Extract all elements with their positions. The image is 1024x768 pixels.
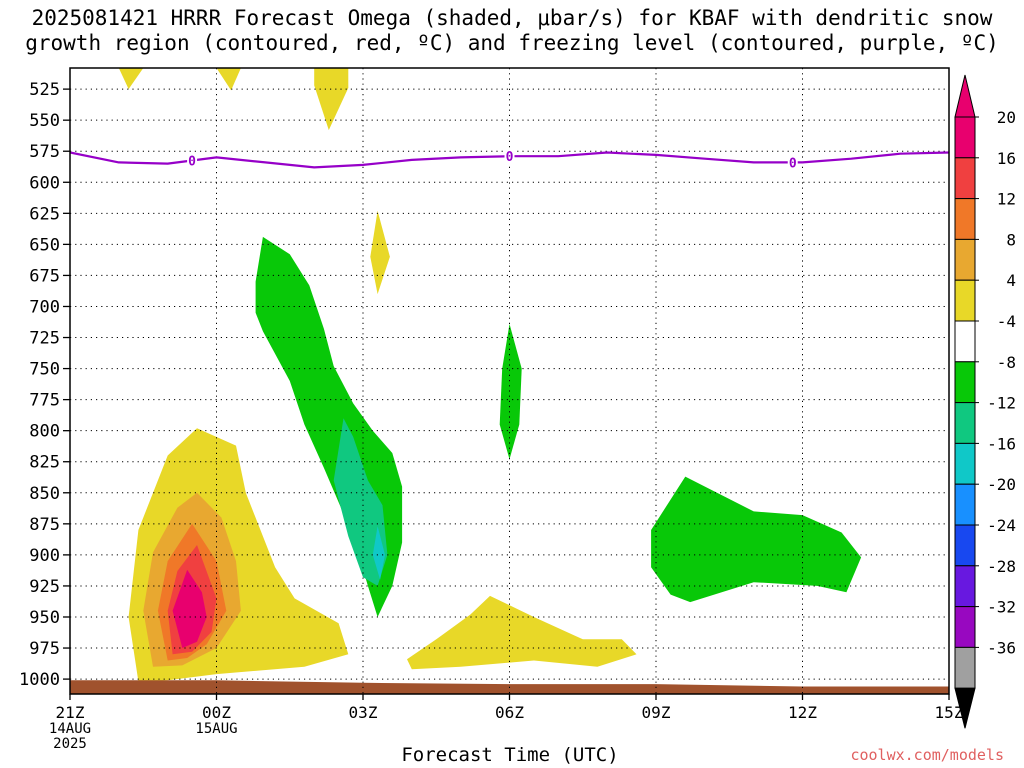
colorbar: 20 16 12 8 4 -4 -8 -12 -16 -20 -24 -28 -32 -36 <box>954 74 1016 729</box>
chart-title-line-2: growth region (contoured, red, ºC) and f… <box>25 31 999 55</box>
colorbar-label: 16 <box>997 149 1016 168</box>
y-tick-label: 600 <box>29 173 60 193</box>
omega-positive-4-region <box>314 68 349 131</box>
colorbar-segment <box>954 238 976 281</box>
y-tick-label: 800 <box>29 422 60 442</box>
y-tick-label: 700 <box>29 297 60 317</box>
colorbar-label: -24 <box>987 516 1016 535</box>
omega-positive-4-region <box>118 68 144 90</box>
colorbar-label: -8 <box>997 353 1016 372</box>
omega-negative-12-region <box>372 526 385 580</box>
colorbar-segment <box>954 606 976 648</box>
x-tick-label: 21Z <box>56 703 85 722</box>
colorbar-label: -28 <box>987 557 1016 576</box>
omega-negative-8-region <box>333 418 388 586</box>
y-tick-label: 875 <box>29 515 60 535</box>
colorbar-label: 8 <box>1006 230 1016 249</box>
y-tick-label: 1000 <box>19 670 60 690</box>
grid-lines <box>70 68 949 694</box>
omega-negative-4-region <box>651 476 862 603</box>
colorbar-segment <box>954 402 976 444</box>
colorbar-label: -16 <box>987 434 1016 453</box>
colorbar-label: -4 <box>997 312 1016 331</box>
x-tick-label: 03Z <box>349 703 378 722</box>
y-tick-label: 650 <box>29 235 60 255</box>
omega-positive-4-region <box>407 595 637 670</box>
freezing-level-label: 0 <box>789 156 797 171</box>
colorbar-top-arrow <box>954 74 976 118</box>
omega-shading-layer <box>70 68 949 694</box>
freezing-level-label-bg <box>787 155 798 170</box>
x-tick-label: 15AUG <box>195 721 237 737</box>
colorbar-label: -32 <box>987 598 1016 617</box>
y-tick-label: 575 <box>29 142 60 162</box>
colorbar-segment <box>954 646 976 689</box>
colorbar-segment <box>954 361 976 404</box>
y-tick-label: 975 <box>29 639 60 659</box>
colorbar-segment <box>954 198 976 240</box>
colorbar-label: -20 <box>987 475 1016 494</box>
colorbar-segment <box>954 524 976 567</box>
colorbar-segment <box>954 565 976 608</box>
x-tick-label: 15Z <box>935 703 964 722</box>
y-tick-label: 625 <box>29 204 60 224</box>
colorbar-segment <box>954 116 976 159</box>
omega-positive-4-region <box>370 210 390 295</box>
y-tick-label: 850 <box>29 484 60 504</box>
x-tick-label: 12Z <box>788 703 817 722</box>
omega-negative-4-region <box>499 323 522 460</box>
chart-title: 2025081421 HRRR Forecast Omega (shaded, … <box>0 6 1024 56</box>
y-tick-label: 525 <box>29 80 60 100</box>
colorbar-segment <box>954 157 976 200</box>
y-tick-label: 950 <box>29 608 60 628</box>
y-tick-label: 675 <box>29 266 60 286</box>
colorbar-segment <box>954 279 976 322</box>
colorbar-label: -36 <box>987 638 1016 657</box>
colorbar-segment <box>954 483 976 526</box>
y-tick-label: 900 <box>29 546 60 566</box>
colorbar-label: 12 <box>997 190 1016 209</box>
x-tick-label: 14AUG <box>49 721 91 737</box>
omega-positive-4-region <box>216 68 241 91</box>
colorbar-label: 20 <box>997 108 1016 127</box>
x-tick-label: 06Z <box>495 703 524 722</box>
colorbar-segment <box>954 442 976 485</box>
colorbar-bottom-arrow <box>954 687 976 729</box>
colorbar-label: -12 <box>987 394 1016 413</box>
watermark: coolwx.com/models <box>850 746 1004 764</box>
freezing-level-label-bg <box>504 149 515 164</box>
y-tick-label: 925 <box>29 577 60 597</box>
x-tick-label: 2025 <box>53 736 87 752</box>
y-tick-label: 750 <box>29 360 60 380</box>
x-tick-label: 09Z <box>642 703 671 722</box>
freezing-level-label: 0 <box>188 155 196 170</box>
y-tick-label: 825 <box>29 453 60 473</box>
y-tick-label: 550 <box>29 111 60 131</box>
contour-lines-layer: 0 0 0 <box>70 149 949 171</box>
omega-positive-20-region <box>172 569 207 648</box>
freezing-level-label: 0 <box>506 150 514 165</box>
colorbar-segment <box>954 320 976 363</box>
x-tick-label: 00Z <box>202 703 231 722</box>
colorbar-label: 4 <box>1006 271 1016 290</box>
pressure-axis: 525 550 575 600 625 650 675 700 725 750 775 800 825 8… <box>19 80 70 690</box>
x-axis-title: Forecast Time (UTC) <box>401 744 619 766</box>
chart-title-line-1: 2025081421 HRRR Forecast Omega (shaded, … <box>31 6 993 30</box>
freezing-level-label-bg <box>187 153 198 168</box>
y-tick-label: 775 <box>29 391 60 411</box>
y-tick-label: 725 <box>29 329 60 349</box>
